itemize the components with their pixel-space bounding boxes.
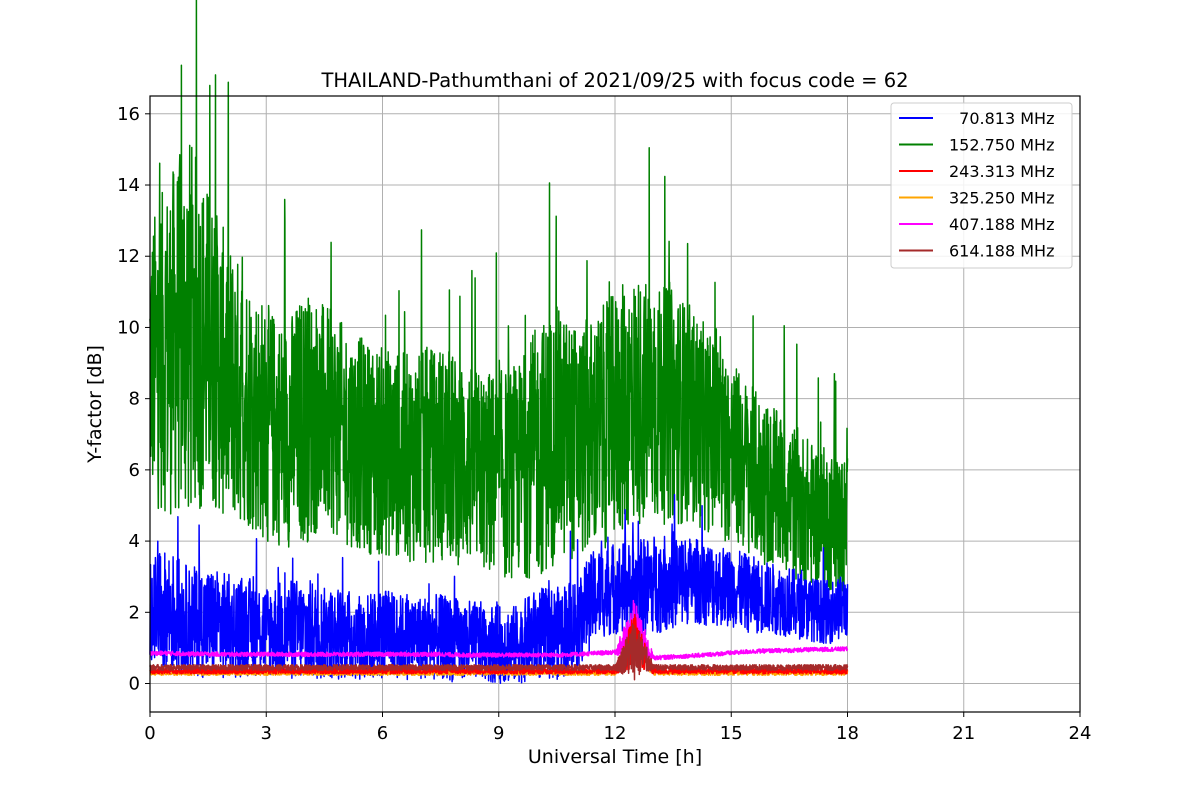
y-tick-label: 10 — [117, 317, 140, 338]
legend-label: 152.750 MHz — [949, 136, 1054, 155]
y-tick-label: 12 — [117, 246, 140, 267]
x-tick-label: 3 — [261, 723, 272, 744]
y-tick-label: 0 — [129, 674, 140, 695]
x-tick-label: 6 — [377, 723, 388, 744]
x-tick-label: 21 — [952, 723, 975, 744]
x-tick-label: 18 — [836, 723, 859, 744]
legend-label: 407.188 MHz — [949, 215, 1054, 234]
series-line — [149, 623, 849, 681]
chart-title: THAILAND-Pathumthani of 2021/09/25 with … — [320, 69, 908, 92]
series-line — [149, 599, 849, 661]
x-tick-label: 15 — [720, 723, 743, 744]
x-tick-label: 9 — [493, 723, 504, 744]
legend-label: 325.250 MHz — [949, 189, 1054, 208]
legend-label: 614.188 MHz — [949, 242, 1054, 261]
y-tick-label: 2 — [129, 602, 140, 623]
legend-label: 243.313 MHz — [949, 162, 1054, 181]
x-tick-label: 24 — [1069, 723, 1092, 744]
x-axis-label: Universal Time [h] — [528, 746, 702, 768]
legend-box — [890, 102, 1073, 269]
legend-label: 70.813 MHz — [949, 109, 1054, 128]
y-axis-label: Y-factor [dB] — [84, 345, 106, 464]
y-tick-label: 14 — [117, 175, 140, 196]
series-line — [149, 0, 849, 592]
x-tick-label: 0 — [144, 723, 155, 744]
y-tick-label: 6 — [129, 460, 140, 481]
legend: 70.813 MHz 152.750 MHz 243.313 MHz 325.250 … — [890, 102, 1073, 269]
x-tick-label: 12 — [604, 723, 627, 744]
series-group — [149, 0, 849, 685]
y-tick-label: 8 — [129, 389, 140, 410]
y-tick-label: 16 — [117, 104, 140, 125]
y-tick-label: 4 — [129, 531, 140, 552]
